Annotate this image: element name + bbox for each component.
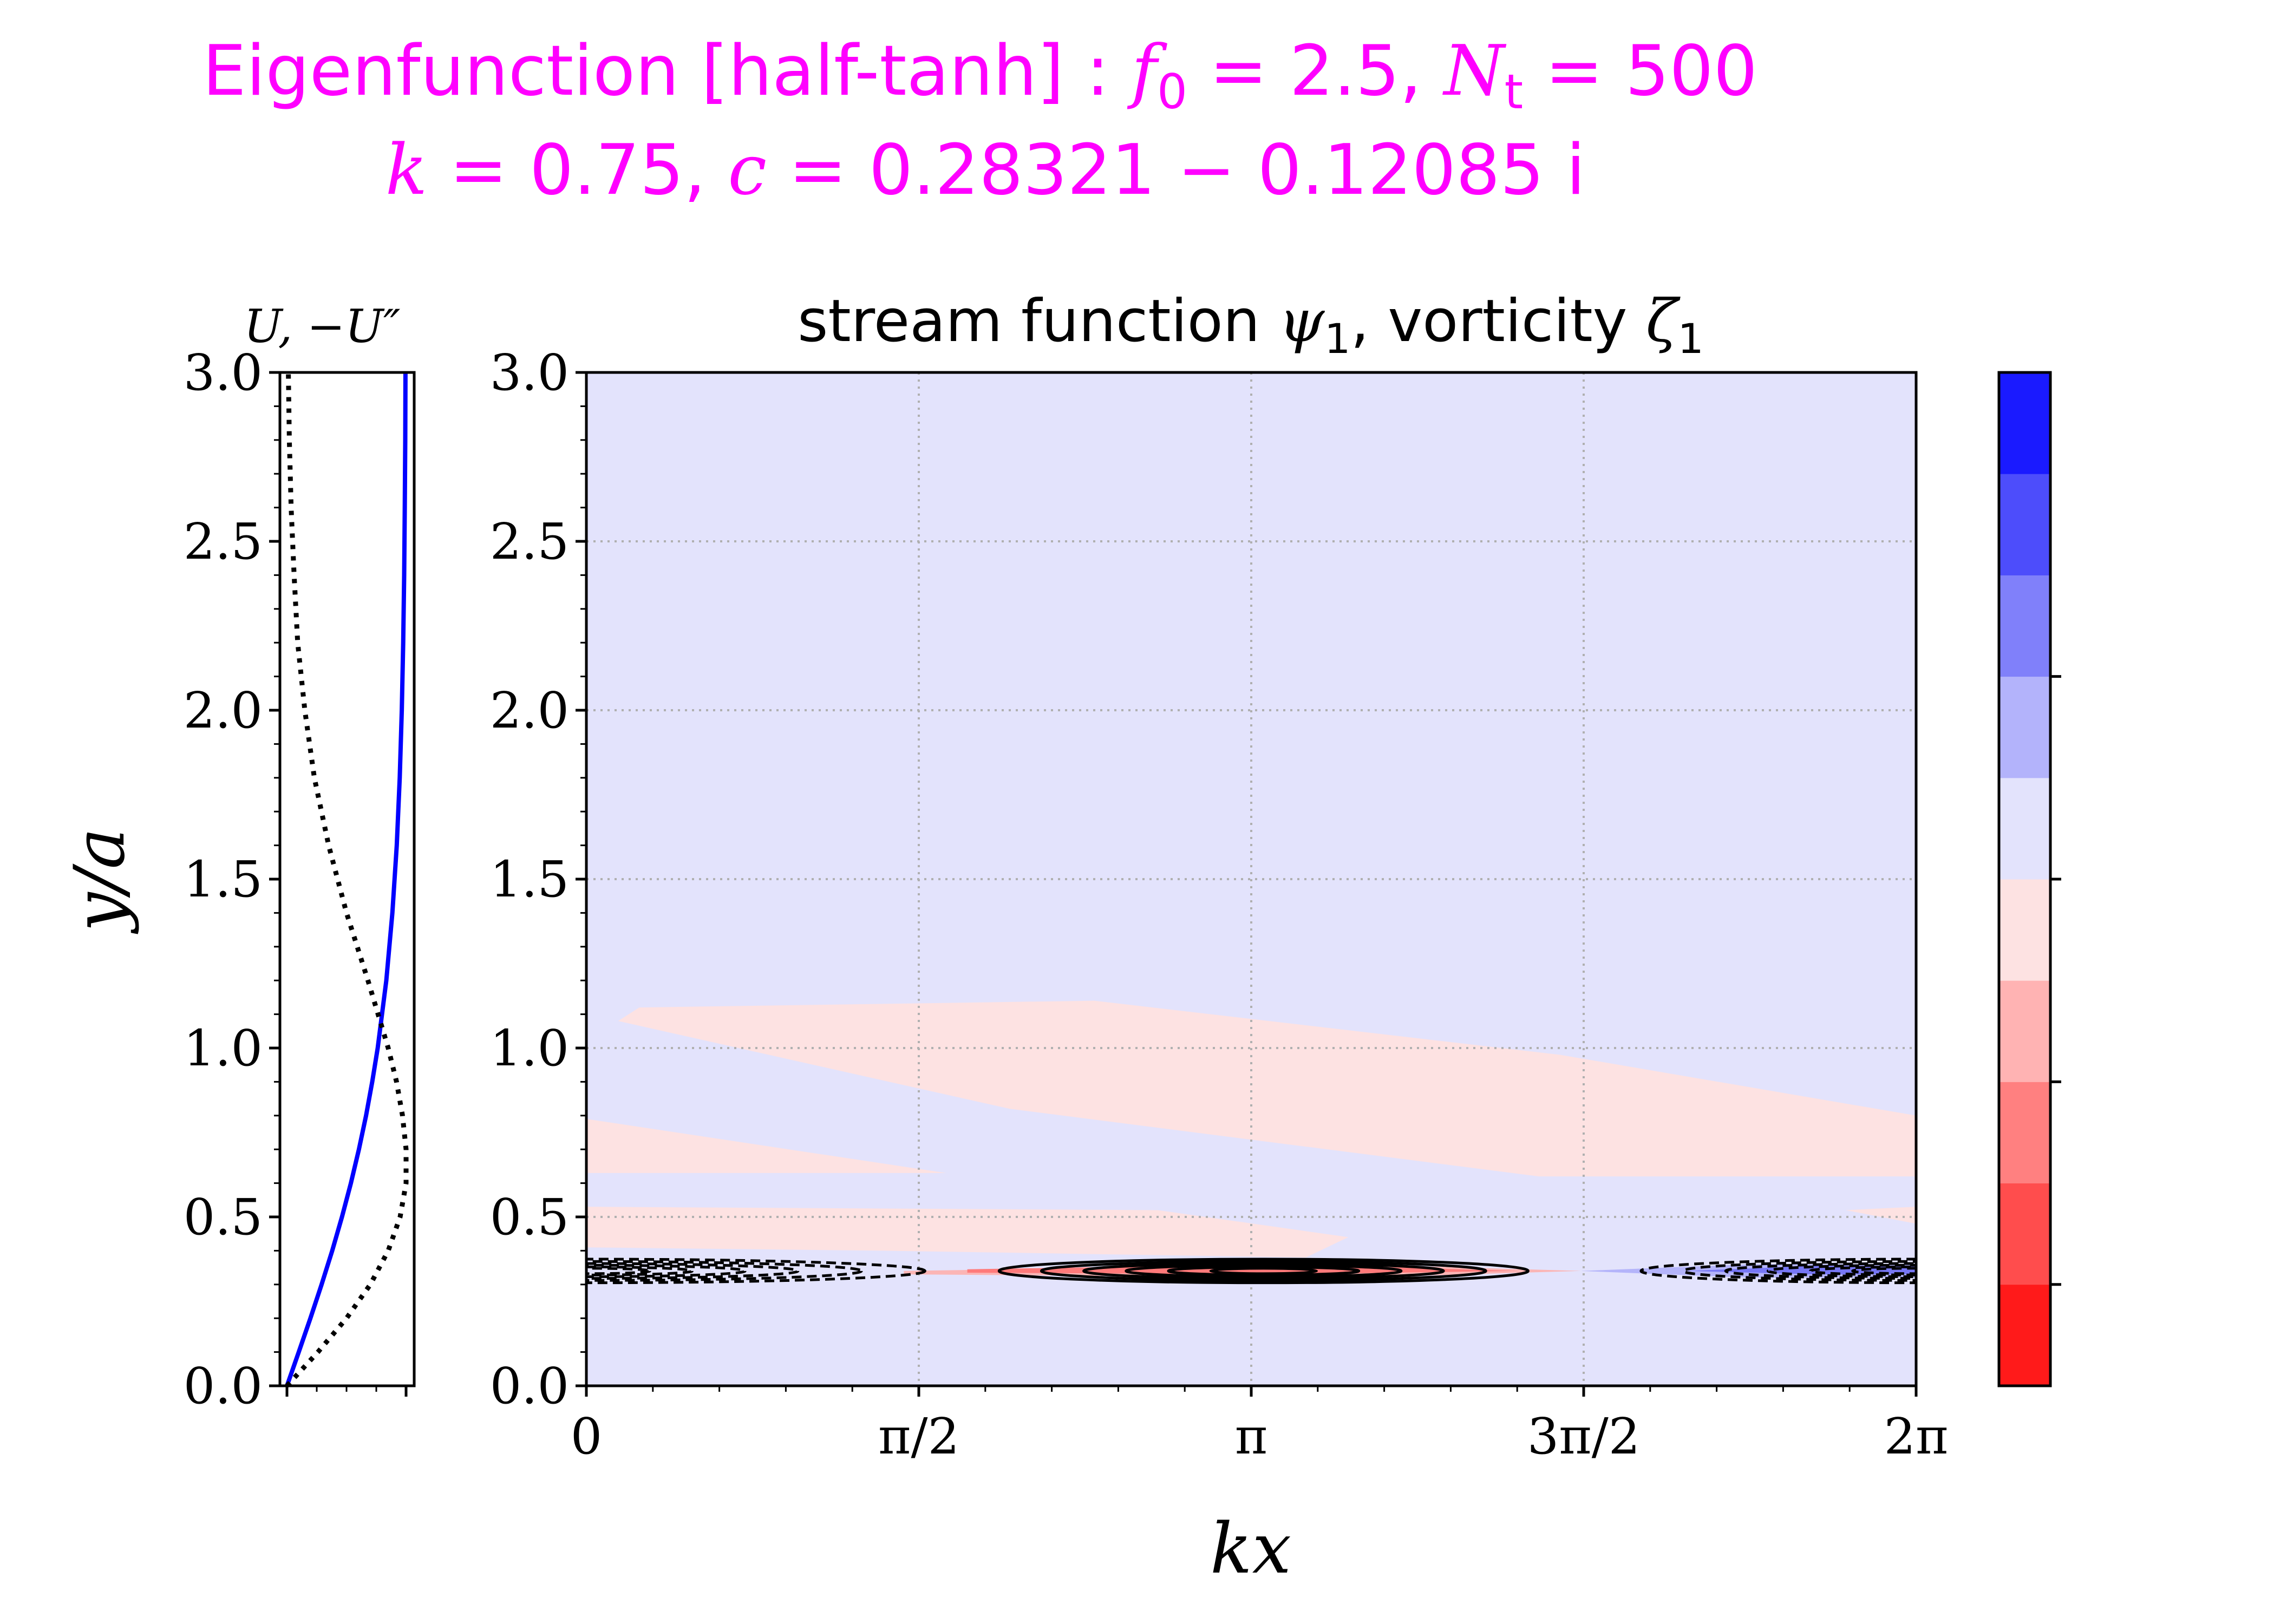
stream-contour-negative xyxy=(586,1263,747,1278)
colorbar-level xyxy=(1999,474,2050,575)
profile-lines xyxy=(285,372,409,1388)
profile-y-tick-label: 2.0 xyxy=(184,682,263,739)
main-y-tick-label: 1.0 xyxy=(490,1019,569,1077)
stream-contour-positive xyxy=(1209,1267,1318,1275)
vorticity-region-weak-positive xyxy=(586,1207,1349,1258)
colorbar xyxy=(1997,371,2061,1387)
x-axis-label: kx xyxy=(1210,1509,1291,1589)
stream-contour-negative xyxy=(586,1262,800,1280)
colorbar-levels xyxy=(1999,372,2050,1386)
y-axis-label: y/a xyxy=(60,828,140,934)
stream-contour-positive xyxy=(1040,1260,1487,1282)
profile-y-tick-label: 0.0 xyxy=(184,1357,263,1415)
figure-title-line2: k = 0.75, c = 0.28321 − 0.12085 i xyxy=(385,130,1585,211)
colorbar-level xyxy=(1999,1284,2050,1386)
main-x-tick-label: π xyxy=(1235,1407,1267,1465)
profile-line-minus-u-double-prime xyxy=(285,372,409,1388)
stream-contour-negative xyxy=(1724,1262,1916,1280)
stream-contour-positive xyxy=(997,1258,1530,1285)
main-y-tick-label: 2.0 xyxy=(490,682,569,739)
main-y-tick-label: 0.0 xyxy=(490,1357,569,1415)
contour-frame xyxy=(585,371,1918,1387)
profile-y-ticks: 0.0 0.5 1.0 1.5 2.0 2.5 3.0 xyxy=(184,344,280,1415)
profile-y-tick-label: 1.0 xyxy=(184,1019,263,1077)
colorbar-frame xyxy=(1997,371,2052,1387)
profile-y-tick-label: 2.5 xyxy=(184,513,263,571)
profile-y-tick-label: 0.5 xyxy=(184,1188,263,1246)
profile-line-u xyxy=(285,372,408,1387)
colorbar-level xyxy=(1999,372,2050,474)
colorbar-level xyxy=(1999,777,2050,880)
colorbar-level xyxy=(1999,980,2050,1082)
profile-y-tick-label: 3.0 xyxy=(184,344,263,402)
vorticity-region-weak-positive xyxy=(1845,1207,1916,1224)
vorticity-region-weak-positive xyxy=(586,1119,946,1173)
main-y-tick-label: 3.0 xyxy=(490,344,569,402)
main-x-tick-label: 0 xyxy=(571,1407,603,1465)
colorbar-level xyxy=(1999,676,2050,778)
main-x-ticks: 0 π/2 π 3π/2 2π xyxy=(571,1386,1949,1465)
colorbar-level xyxy=(1999,879,2050,981)
grid-lines xyxy=(586,372,1916,1386)
contour-panel-title: stream function ψ1, vorticity ζ1 xyxy=(798,287,1704,363)
stream-contour-negative xyxy=(1639,1258,1916,1285)
main-x-tick-label: 3π/2 xyxy=(1527,1407,1641,1465)
colorbar-level xyxy=(1999,575,2050,677)
stream-contour-positive xyxy=(1125,1263,1403,1278)
stream-contour-negative xyxy=(586,1258,926,1285)
profile-panel: U, −U″ 0.0 0.5 1.0 1.5 2.0 2.5 3.0 y/a xyxy=(60,300,416,1415)
colorbar-level xyxy=(1999,1183,2050,1285)
profile-panel-title: U, −U″ xyxy=(244,300,400,353)
main-y-ticks: 0.0 0.5 1.0 1.5 2.0 2.5 3.0 xyxy=(490,344,586,1415)
colorbar-ticks xyxy=(2050,675,2061,1286)
stream-contour-positive xyxy=(1082,1262,1445,1280)
main-x-tick-label: 2π xyxy=(1884,1407,1949,1465)
stream-contour-negative xyxy=(586,1265,694,1276)
vorticity-region-weak-positive xyxy=(618,1000,1916,1177)
colorbar-level xyxy=(1999,1082,2050,1184)
main-x-tick-label: π/2 xyxy=(878,1407,959,1465)
main-y-tick-label: 2.5 xyxy=(490,513,569,571)
contour-panel: stream function ψ1, vorticity ζ1 0.0 0.5 1… xyxy=(490,287,1949,1589)
profile-y-tick-label: 1.5 xyxy=(184,850,263,908)
main-y-tick-label: 0.5 xyxy=(490,1188,569,1246)
main-y-tick-label: 1.5 xyxy=(490,850,569,908)
figure-title-line1: Eigenfunction [half-tanh] : f0 = 2.5, Nt… xyxy=(202,31,1757,120)
profile-frame xyxy=(278,371,416,1387)
